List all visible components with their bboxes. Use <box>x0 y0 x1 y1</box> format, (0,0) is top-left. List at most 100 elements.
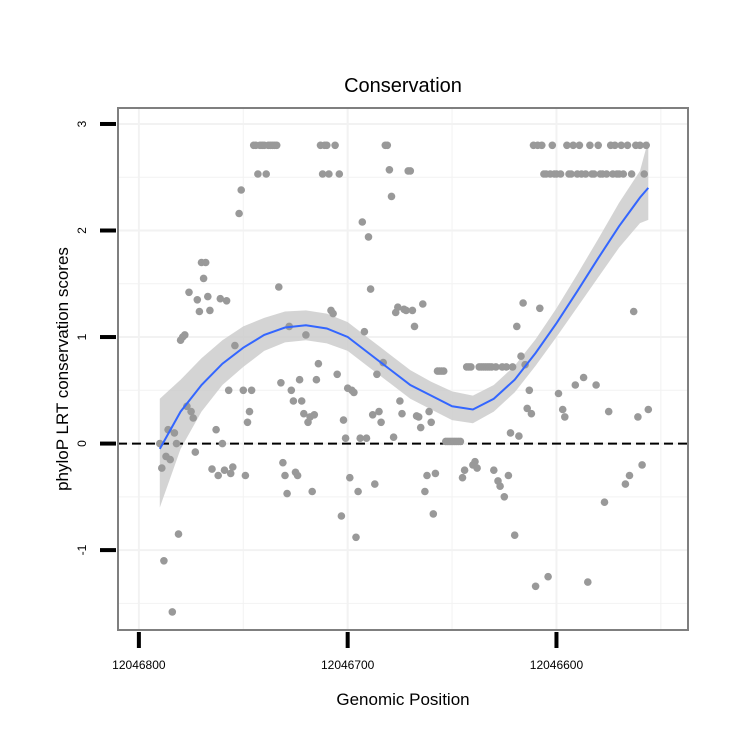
data-point <box>371 480 379 488</box>
data-point <box>366 285 375 293</box>
data-point <box>394 303 402 312</box>
y-tick-label: -1 <box>75 544 89 555</box>
data-point <box>508 363 517 371</box>
data-point <box>314 359 323 368</box>
data-point <box>297 397 306 405</box>
data-point <box>504 471 513 480</box>
data-point <box>346 473 354 482</box>
data-point <box>358 218 367 226</box>
data-point <box>640 170 648 178</box>
data-point <box>515 432 523 440</box>
data-point <box>237 186 245 194</box>
data-point <box>373 370 381 379</box>
data-point <box>561 413 569 421</box>
data-point <box>423 471 431 480</box>
data-point <box>262 170 271 178</box>
data-point <box>510 531 519 539</box>
data-point <box>193 296 202 304</box>
y-axis-title: phyloP LRT conservation scores <box>53 247 72 491</box>
data-point <box>556 170 565 178</box>
data-point <box>201 258 210 267</box>
data-point <box>323 141 331 150</box>
data-point <box>500 493 509 501</box>
data-point <box>592 381 600 389</box>
data-point <box>490 466 498 475</box>
data-point <box>594 141 602 150</box>
data-point <box>519 299 527 307</box>
data-point <box>604 407 613 416</box>
data-point <box>425 407 433 416</box>
data-point <box>567 170 575 178</box>
data-point <box>160 557 168 565</box>
data-point <box>496 482 504 491</box>
data-point <box>212 425 220 434</box>
data-point <box>506 429 515 437</box>
data-point <box>402 306 410 315</box>
data-point <box>458 473 467 482</box>
data-point <box>544 572 552 581</box>
x-axis: 12046800 12046700 12046600 <box>112 632 583 672</box>
data-point <box>416 423 425 432</box>
y-axis: 3 2 1 0 -1 <box>75 120 116 555</box>
data-point <box>329 309 337 318</box>
data-point <box>275 283 283 291</box>
data-point <box>525 386 534 395</box>
data-point <box>166 455 174 464</box>
data-point <box>429 510 438 518</box>
data-point <box>611 141 619 150</box>
data-point <box>456 437 465 446</box>
data-point <box>239 386 248 395</box>
data-point <box>531 582 540 591</box>
data-point <box>492 363 500 371</box>
data-point <box>222 297 231 305</box>
data-point <box>218 439 227 448</box>
data-point <box>318 170 327 178</box>
data-point <box>312 375 321 384</box>
data-point <box>471 457 479 466</box>
x-tick-label: 12046600 <box>530 658 584 672</box>
data-point <box>170 429 179 437</box>
data-point <box>331 141 339 150</box>
data-point <box>214 471 222 480</box>
data-point <box>439 367 448 375</box>
data-point <box>421 487 429 496</box>
data-point <box>419 300 427 308</box>
y-tick-label: 3 <box>75 120 89 127</box>
data-point <box>377 418 385 427</box>
data-point <box>398 409 406 418</box>
data-point <box>241 471 250 480</box>
data-point <box>308 487 317 496</box>
data-point <box>502 363 511 371</box>
data-point <box>235 209 243 218</box>
data-point <box>229 463 237 471</box>
data-point <box>204 292 212 301</box>
data-point <box>467 363 475 371</box>
data-point <box>427 418 436 427</box>
data-point <box>536 304 544 313</box>
data-point <box>579 373 588 382</box>
smooth-trend-line <box>158 187 650 450</box>
data-point <box>523 404 531 413</box>
data-point <box>168 608 177 616</box>
plot-panel <box>117 107 689 631</box>
data-point <box>350 388 358 397</box>
data-point <box>333 370 342 379</box>
data-point <box>243 418 252 427</box>
data-point <box>354 487 362 496</box>
data-point <box>226 469 235 478</box>
data-point <box>617 141 625 150</box>
data-point <box>335 170 344 178</box>
data-point <box>642 141 650 150</box>
data-point <box>414 413 423 421</box>
data-point <box>362 434 371 443</box>
y-tick-label: 0 <box>75 440 89 447</box>
data-point <box>460 466 469 475</box>
data-point <box>644 405 653 414</box>
data-point <box>408 306 417 315</box>
data-point <box>623 141 632 150</box>
y-tick-label: 1 <box>75 333 89 340</box>
data-point <box>293 471 302 480</box>
data-point <box>590 170 598 178</box>
data-point <box>245 407 254 416</box>
